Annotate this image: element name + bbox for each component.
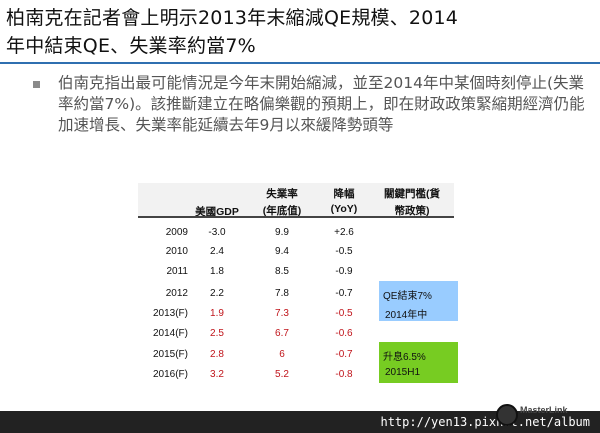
footer-bar: http://yen13.pixnet.net/album [0, 411, 600, 433]
rate-hike-threshold-box: 升息6.5% 2015H1 [379, 342, 458, 383]
table-header-background [138, 183, 454, 217]
bullet-square-icon [33, 81, 40, 88]
cell-yoy: -0.7 [335, 288, 353, 299]
cell-unemployment-forecast: 7.3 [275, 308, 289, 319]
cell-year: 2016(F) [152, 369, 188, 380]
title-line-2: 年中結束QE、失業率約當7% [6, 35, 256, 57]
cell-year: 2013(F) [152, 308, 188, 319]
header-yoy-line-1: 降幅 [333, 188, 355, 200]
bullet-text: 伯南克指出最可能情況是今年末開始縮減，並至2014年中某個時刻停止(失業率約當7… [58, 74, 585, 134]
cell-year: 2012 [165, 288, 188, 299]
cell-gdp: 1.8 [210, 266, 224, 277]
cell-yoy: +2.6 [334, 227, 354, 238]
rate-hike-threshold-date: 2015H1 [385, 367, 421, 378]
cell-gdp: 2.2 [210, 288, 224, 299]
cell-yoy-forecast: -0.8 [335, 369, 353, 380]
cell-year: 2011 [166, 266, 188, 277]
cell-gdp-forecast: 3.2 [210, 369, 224, 380]
slide-title: 柏南克在記者會上明示2013年末縮減QE規模、2014 年中結束QE、失業率約當… [6, 4, 596, 60]
qe-end-threshold-label: QE結束7% [383, 291, 432, 302]
title-divider [0, 62, 600, 64]
cell-unemployment: 8.5 [275, 266, 289, 277]
header-unemployment-line-1: 失業率 [266, 188, 298, 200]
header-unemployment-line-2: (年底值) [262, 205, 302, 217]
cell-year: 2015(F) [152, 349, 188, 360]
qe-end-threshold-date: 2014年中 [385, 310, 428, 321]
cell-unemployment-forecast: 5.2 [275, 369, 289, 380]
cell-yoy-forecast: -0.7 [335, 349, 353, 360]
cell-unemployment-forecast: 6.7 [275, 328, 289, 339]
header-key-threshold-line-1: 關鍵門檻(貨 [384, 188, 440, 200]
rate-hike-threshold-label: 升息6.5% [383, 352, 426, 363]
cell-unemployment: 9.4 [275, 246, 289, 257]
cell-unemployment: 7.8 [275, 288, 289, 299]
header-key-threshold-line-2: 幣政策) [394, 205, 430, 217]
cell-unemployment-forecast: 6 [279, 349, 285, 360]
cell-gdp-forecast: 2.8 [210, 349, 224, 360]
cell-year: 2014(F) [152, 328, 188, 339]
cell-yoy: -0.9 [335, 266, 353, 277]
header-gdp: 美國GDP [195, 206, 239, 218]
cell-gdp-forecast: 2.5 [210, 328, 224, 339]
masterlink-logo-text: MasterLink [520, 405, 568, 415]
cell-unemployment: 9.9 [275, 227, 289, 238]
masterlink-logo-icon [496, 404, 518, 426]
cell-year: 2010 [165, 246, 188, 257]
cell-yoy-forecast: -0.6 [335, 328, 353, 339]
cell-year: 2009 [165, 227, 188, 238]
cell-gdp: -3.0 [208, 227, 226, 238]
table-header-rule [138, 216, 454, 218]
watermark-url: http://yen13.pixnet.net/album [380, 415, 590, 429]
qe-end-threshold-box: QE結束7% 2014年中 [379, 281, 458, 321]
cell-gdp: 2.4 [210, 246, 224, 257]
title-line-1: 柏南克在記者會上明示2013年末縮減QE規模、2014 [6, 7, 459, 29]
cell-yoy-forecast: -0.5 [335, 308, 353, 319]
cell-gdp-forecast: 1.9 [210, 308, 224, 319]
cell-yoy: -0.5 [335, 246, 353, 257]
header-yoy-line-2: (YoY) [330, 203, 358, 215]
